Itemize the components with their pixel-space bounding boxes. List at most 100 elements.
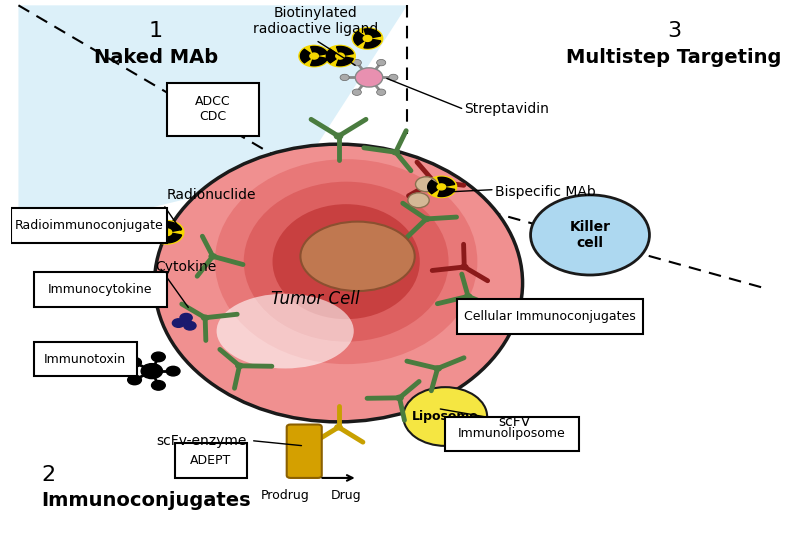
Polygon shape	[428, 180, 442, 194]
Circle shape	[202, 315, 209, 320]
FancyBboxPatch shape	[34, 272, 167, 307]
Circle shape	[180, 313, 192, 322]
Polygon shape	[364, 29, 381, 38]
Ellipse shape	[154, 144, 522, 422]
Polygon shape	[163, 232, 182, 243]
FancyBboxPatch shape	[286, 425, 322, 478]
Circle shape	[335, 425, 342, 430]
Text: Bispecific MAb: Bispecific MAb	[494, 185, 595, 199]
Text: Radioimmunoconjugate: Radioimmunoconjugate	[14, 219, 163, 232]
Text: Immunoliposome: Immunoliposome	[458, 427, 566, 441]
Ellipse shape	[301, 222, 414, 291]
Circle shape	[141, 364, 162, 379]
FancyBboxPatch shape	[174, 443, 247, 478]
Text: Immunotoxin: Immunotoxin	[44, 352, 126, 366]
FancyBboxPatch shape	[11, 208, 167, 243]
Polygon shape	[438, 177, 454, 187]
FancyBboxPatch shape	[167, 83, 258, 136]
Circle shape	[403, 387, 487, 446]
Circle shape	[128, 375, 142, 384]
Circle shape	[415, 177, 437, 192]
Text: Prodrug: Prodrug	[261, 489, 310, 501]
Text: ADEPT: ADEPT	[190, 454, 231, 467]
Ellipse shape	[217, 294, 354, 368]
Ellipse shape	[273, 204, 420, 319]
Text: Streptavidin: Streptavidin	[464, 103, 549, 116]
Circle shape	[438, 184, 446, 190]
Circle shape	[336, 53, 344, 59]
Text: scFv-enzyme: scFv-enzyme	[157, 434, 247, 447]
Circle shape	[299, 45, 330, 67]
Text: Immunoconjugates: Immunoconjugates	[42, 491, 251, 511]
Circle shape	[355, 68, 382, 87]
Text: Naked MAb: Naked MAb	[94, 48, 218, 67]
Circle shape	[150, 221, 184, 244]
Circle shape	[236, 363, 243, 368]
FancyBboxPatch shape	[457, 299, 643, 334]
Polygon shape	[301, 49, 314, 63]
Circle shape	[310, 53, 318, 59]
Circle shape	[364, 36, 371, 41]
Polygon shape	[326, 49, 340, 63]
Text: 2: 2	[42, 465, 55, 484]
Circle shape	[422, 216, 430, 222]
Circle shape	[363, 35, 372, 42]
FancyBboxPatch shape	[446, 417, 578, 451]
Circle shape	[465, 294, 472, 299]
Ellipse shape	[215, 159, 478, 364]
Circle shape	[151, 381, 166, 390]
Polygon shape	[310, 56, 327, 66]
Ellipse shape	[244, 182, 449, 342]
Polygon shape	[337, 46, 354, 56]
Text: 3: 3	[666, 21, 681, 41]
Text: Liposome: Liposome	[412, 410, 478, 423]
Circle shape	[162, 229, 172, 235]
Circle shape	[310, 53, 318, 59]
Circle shape	[352, 59, 362, 66]
Text: Radionuclide: Radionuclide	[167, 188, 257, 202]
Ellipse shape	[530, 195, 650, 275]
Circle shape	[430, 179, 438, 184]
Polygon shape	[310, 46, 327, 56]
Text: Biotinylated
radioactive ligand: Biotinylated radioactive ligand	[253, 6, 378, 36]
Polygon shape	[438, 187, 454, 197]
Text: Drug: Drug	[331, 489, 362, 501]
Text: Cytokine: Cytokine	[156, 260, 217, 274]
Circle shape	[334, 134, 342, 139]
Polygon shape	[18, 5, 407, 240]
Circle shape	[163, 230, 171, 235]
Circle shape	[408, 193, 430, 208]
Circle shape	[377, 89, 386, 96]
Circle shape	[426, 176, 457, 198]
Circle shape	[151, 352, 166, 362]
Circle shape	[325, 45, 355, 67]
Circle shape	[377, 59, 386, 66]
Circle shape	[396, 395, 403, 400]
Circle shape	[336, 53, 344, 59]
Circle shape	[461, 264, 468, 270]
Polygon shape	[337, 56, 354, 66]
Text: Killer
cell: Killer cell	[570, 220, 610, 250]
Circle shape	[352, 89, 362, 96]
Text: Cellular Immunoconjugates: Cellular Immunoconjugates	[464, 310, 636, 323]
Circle shape	[128, 358, 142, 367]
Circle shape	[340, 74, 349, 81]
Text: Multistep Targeting: Multistep Targeting	[566, 48, 782, 67]
Circle shape	[437, 184, 446, 190]
Text: 1: 1	[149, 21, 162, 41]
Circle shape	[184, 321, 196, 330]
Circle shape	[392, 150, 399, 155]
Circle shape	[172, 319, 185, 327]
Circle shape	[166, 366, 180, 376]
Text: Tumor Cell: Tumor Cell	[271, 290, 360, 308]
Circle shape	[352, 28, 382, 49]
Polygon shape	[364, 38, 381, 48]
FancyBboxPatch shape	[34, 342, 137, 376]
Text: scFV: scFV	[498, 415, 531, 429]
Text: Immunocytokine: Immunocytokine	[48, 283, 153, 296]
Polygon shape	[354, 32, 367, 45]
Circle shape	[389, 74, 398, 81]
Polygon shape	[163, 222, 182, 232]
Text: ADCC
CDC: ADCC CDC	[195, 96, 230, 123]
Polygon shape	[152, 225, 167, 240]
